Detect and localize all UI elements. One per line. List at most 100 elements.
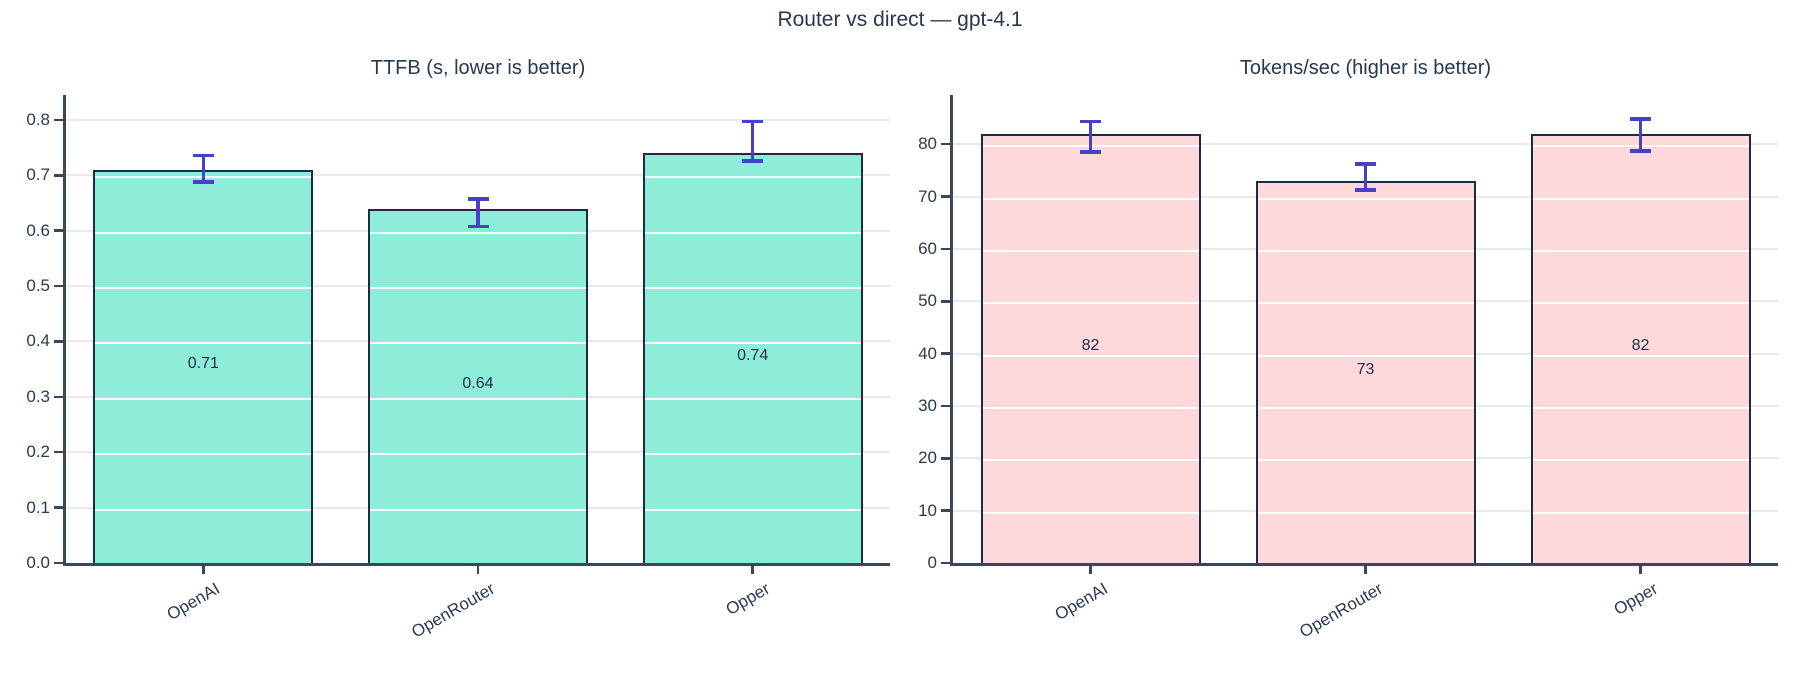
y-tick [54, 340, 63, 343]
y-gridline-over-bar [644, 176, 861, 179]
y-gridline-over-bar [982, 511, 1199, 514]
x-tick-label: Opper [1610, 578, 1661, 619]
x-tick [202, 566, 205, 574]
bottom-spine [950, 563, 1778, 566]
y-tick [941, 509, 950, 512]
y-tick-label: 0.6 [26, 220, 50, 240]
y-gridline-over-bar [95, 453, 312, 456]
error-bar-cap-top [192, 153, 214, 158]
y-gridline-over-bar [370, 397, 586, 400]
error-bar-cap-top [1630, 117, 1651, 121]
y-gridline-over-bar [644, 287, 861, 290]
y-tick-label: 80 [918, 134, 937, 154]
y-tick [54, 174, 63, 177]
y-gridline-over-bar [370, 231, 586, 234]
error-bar-line [476, 199, 480, 227]
y-tick [941, 195, 950, 198]
error-bar-cap-top [1080, 119, 1101, 124]
y-gridline-over-bar [1532, 459, 1749, 462]
y-tick [54, 506, 63, 509]
y-gridline-over-bar [644, 508, 861, 511]
y-tick [54, 229, 63, 232]
y-tick-label: 0.3 [26, 386, 50, 406]
y-tick-label: 50 [918, 291, 937, 311]
y-tick-label: 10 [918, 500, 937, 520]
error-bar-line [750, 121, 755, 161]
left-spine [950, 95, 953, 566]
y-gridline-over-bar [644, 231, 861, 234]
x-tick-label: Opper [722, 578, 773, 619]
bar-openrouter: 0.64 [368, 208, 588, 563]
y-tick-label: 0.2 [26, 442, 50, 462]
y-tick [54, 450, 63, 454]
y-gridline [66, 118, 890, 121]
y-tick-label: 0.5 [26, 276, 50, 296]
x-tick [1089, 566, 1092, 574]
y-gridline-over-bar [1532, 249, 1749, 252]
bar-opper: 0.74 [642, 153, 863, 563]
y-gridline-over-bar [370, 287, 586, 290]
y-gridline-over-bar [1532, 354, 1749, 357]
y-gridline [66, 174, 890, 177]
y-gridline-over-bar [95, 287, 312, 290]
y-tick [941, 300, 950, 303]
y-gridline-over-bar [982, 354, 1199, 357]
y-gridline-over-bar [95, 508, 312, 511]
y-gridline-over-bar [1532, 511, 1749, 514]
bar-value-label: 0.64 [462, 374, 494, 392]
y-tick-label: 40 [918, 343, 937, 363]
error-bar-cap-top [742, 119, 764, 124]
x-tick-label: OpenRouter [1295, 578, 1386, 642]
chart-title-ttfb: TTFB (s, lower is better) [370, 57, 586, 79]
error-bar-line [1088, 121, 1093, 153]
y-gridline-over-bar [370, 453, 586, 456]
x-tick [1639, 566, 1642, 574]
bar-value-label: 0.71 [187, 355, 219, 373]
error-bar-cap-bottom [1080, 150, 1101, 154]
error-bar-cap-top [1355, 162, 1376, 166]
y-gridline-over-bar [370, 508, 586, 511]
x-tick [476, 566, 480, 574]
y-gridline-over-bar [1257, 406, 1474, 409]
y-gridline [953, 143, 1778, 146]
error-bar-cap-bottom [1355, 188, 1376, 192]
y-gridline-over-bar [1257, 459, 1474, 462]
y-tick-label: 30 [918, 395, 937, 415]
bar-value-label: 73 [1356, 360, 1375, 378]
y-tick-label: 0.4 [26, 331, 50, 351]
y-gridline-over-bar [1532, 302, 1749, 305]
bar-value-label: 82 [1081, 337, 1100, 355]
y-gridline-over-bar [1532, 406, 1749, 409]
x-tick-label: OpenRouter [408, 578, 498, 642]
y-gridline-over-bar [982, 197, 1199, 200]
bar-openrouter: 73 [1255, 180, 1476, 563]
x-tick-label: OpenAI [163, 578, 224, 625]
y-gridline-over-bar [982, 459, 1199, 462]
y-tick [941, 457, 950, 460]
y-gridline-over-bar [644, 342, 861, 345]
y-gridline-over-bar [1257, 302, 1474, 305]
error-bar-line [1363, 164, 1368, 190]
y-gridline-over-bar [95, 231, 312, 234]
plot-area-tokens-per-sec: 82 OpenAI 73 OpenRouter 82 Opper 0 10 20 30 40 50 60… [918, 95, 1778, 642]
y-tick-label: 0.0 [26, 553, 50, 572]
bar-openai: 0.71 [93, 169, 314, 563]
error-bar-cap-bottom [467, 224, 489, 228]
y-tick [54, 561, 63, 565]
y-tick-label: 0.1 [26, 497, 50, 517]
y-tick [54, 118, 63, 122]
y-tick-label: 0.8 [26, 109, 50, 129]
y-tick [941, 142, 950, 146]
y-tick [941, 404, 950, 408]
left-spine [63, 95, 66, 566]
y-gridline-over-bar [1257, 354, 1474, 357]
y-tick-label: 20 [918, 448, 937, 468]
y-gridline-over-bar [644, 397, 861, 400]
x-tick [1364, 566, 1367, 574]
figure-title: Router vs direct — gpt-4.1 [777, 8, 1023, 31]
y-tick [54, 395, 63, 399]
bar-opper: 82 [1530, 133, 1751, 563]
bar-value-label: 0.74 [737, 347, 769, 365]
bar-openai: 82 [980, 133, 1201, 563]
